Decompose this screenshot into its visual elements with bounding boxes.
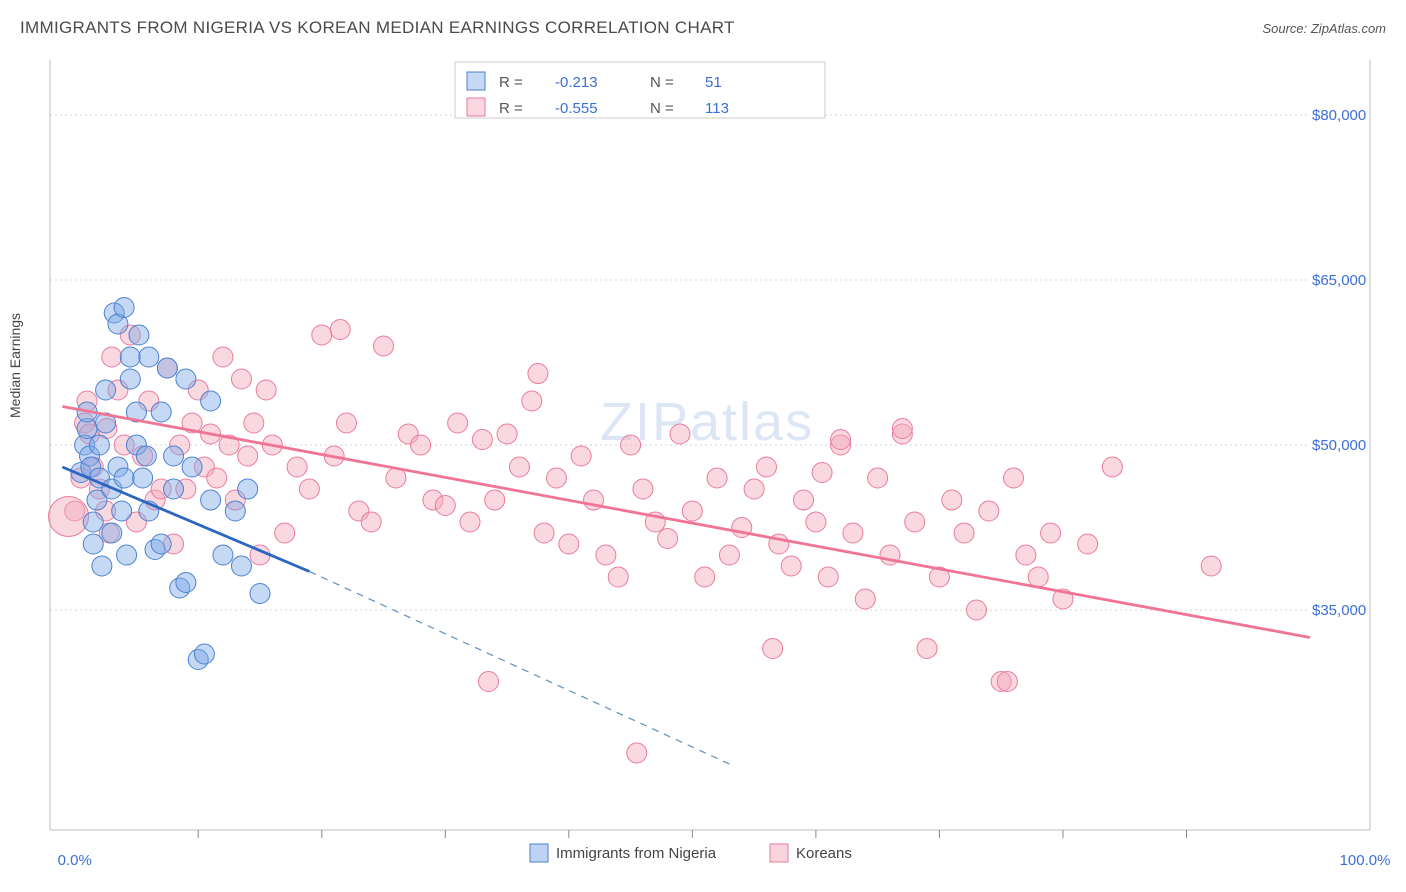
svg-text:$80,000: $80,000	[1312, 107, 1366, 124]
svg-text:$65,000: $65,000	[1312, 272, 1366, 289]
svg-text:100.0%: 100.0%	[1340, 852, 1390, 869]
svg-text:51: 51	[705, 74, 722, 91]
svg-text:-0.555: -0.555	[555, 100, 598, 117]
svg-text:0.0%: 0.0%	[58, 852, 92, 869]
source-label: Source: ZipAtlas.com	[1262, 21, 1386, 36]
y-axis-label: Median Earnings	[7, 313, 23, 418]
svg-text:-0.213: -0.213	[555, 74, 598, 91]
chart-container: Median Earnings $35,000$50,000$65,000$80…	[20, 50, 1390, 870]
svg-text:R =: R =	[499, 100, 523, 117]
svg-text:R =: R =	[499, 74, 523, 91]
svg-text:$35,000: $35,000	[1312, 602, 1366, 619]
svg-text:Koreans: Koreans	[796, 845, 852, 862]
svg-text:113: 113	[705, 100, 729, 117]
svg-text:Immigrants from Nigeria: Immigrants from Nigeria	[556, 845, 717, 862]
scatter-chart: $35,000$50,000$65,000$80,0000.0%100.0%ZI…	[20, 50, 1390, 870]
chart-title: IMMIGRANTS FROM NIGERIA VS KOREAN MEDIAN…	[20, 18, 735, 38]
svg-text:N =: N =	[650, 100, 674, 117]
svg-text:$50,000: $50,000	[1312, 437, 1366, 454]
svg-text:N =: N =	[650, 74, 674, 91]
